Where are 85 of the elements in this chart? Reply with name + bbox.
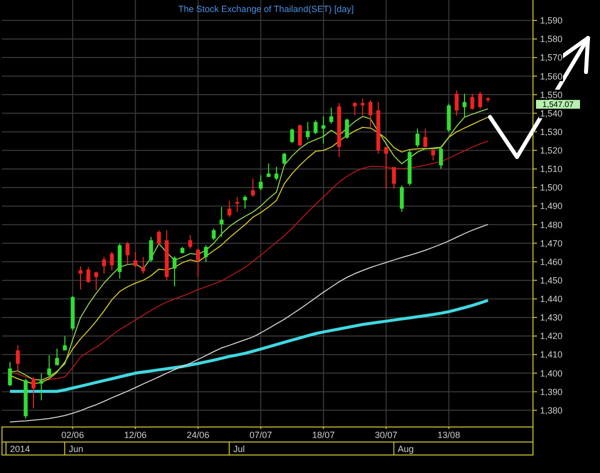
y-tick-label: 1,390	[540, 386, 563, 397]
candlestick	[156, 230, 161, 246]
line-series	[10, 224, 488, 422]
candlestick	[306, 121, 310, 140]
candlestick	[416, 128, 420, 148]
candlestick	[149, 236, 154, 262]
text: 1,547.07	[542, 100, 574, 110]
candlestick	[102, 256, 106, 274]
x-tick-label: 24/06	[186, 430, 210, 440]
candlestick	[204, 244, 208, 262]
y-tick-label: 1,540	[540, 108, 563, 118]
text: Aug	[398, 444, 414, 454]
candlestick	[431, 148, 436, 161]
candlestick	[282, 152, 286, 165]
candlestick	[86, 266, 90, 284]
y-tick-label: 1,510	[540, 164, 563, 174]
text: Jul	[233, 444, 245, 454]
candlestick	[454, 90, 459, 116]
y-tick-label: 1,470	[540, 238, 563, 248]
candlestick	[32, 376, 36, 409]
candlestick	[400, 184, 404, 213]
line-series	[8, 298, 490, 393]
candlestick	[16, 344, 20, 372]
x-tick-label: 18/07	[312, 430, 335, 440]
y-tick-label: 1,550	[540, 90, 563, 100]
x-tick-label: 12/06	[124, 430, 147, 440]
candlestick	[78, 266, 82, 290]
y-tick-label: 1,400	[540, 368, 563, 378]
candlestick	[212, 228, 216, 241]
candlestick	[55, 348, 59, 366]
candlestick	[274, 166, 278, 181]
candlestick	[250, 178, 255, 198]
candlestick	[470, 93, 474, 110]
y-tick-label: 1,560	[540, 71, 563, 82]
y-tick-label: 1,530	[540, 126, 563, 137]
candlestick	[196, 248, 200, 278]
candlestick	[368, 100, 372, 128]
candlestick	[352, 101, 357, 116]
y-tick-label: 1,380	[540, 405, 563, 416]
candlestick	[290, 128, 294, 144]
candlestick	[110, 251, 114, 271]
y-tick-label: 1,490	[540, 201, 563, 212]
x-tick-label: 07/07	[249, 430, 272, 440]
candlestick	[47, 354, 52, 378]
x-tick-label: 13/08	[438, 430, 460, 440]
candlestick	[392, 166, 396, 190]
candlestick	[266, 163, 271, 178]
candlestick	[344, 118, 349, 140]
y-tick-label: 1,580	[540, 34, 563, 44]
y-tick-label: 1,480	[540, 220, 563, 230]
candlestick	[62, 336, 67, 351]
candlestick	[133, 251, 138, 268]
candlestick	[314, 120, 318, 135]
x-tick-label: 30/07	[374, 430, 398, 440]
candlestick	[462, 93, 466, 118]
y-tick-label: 1,430	[540, 312, 563, 323]
candlestick	[126, 241, 130, 265]
y-tick-label: 1,450	[540, 275, 563, 286]
x-tick-label: 02/06	[61, 430, 84, 440]
candlestick	[478, 92, 482, 110]
candlestick	[8, 362, 12, 387]
candlestick	[360, 98, 365, 116]
y-tick-label: 1,420	[540, 331, 563, 342]
y-tick-label: 1,500	[540, 182, 563, 193]
y-tick-label: 1,440	[540, 294, 563, 304]
y-tick-label: 1,570	[540, 52, 563, 63]
candlestick	[384, 146, 388, 190]
candlestick	[298, 124, 302, 147]
y-tick-label: 1,520	[540, 146, 563, 156]
candlestick	[172, 256, 177, 287]
candlestick	[220, 206, 224, 238]
candlestick	[188, 234, 192, 250]
candlestick	[94, 271, 98, 291]
y-tick-label: 1,590	[540, 16, 563, 26]
text: 2014	[10, 444, 30, 454]
candlestick	[439, 146, 443, 170]
candlestick	[321, 116, 326, 144]
y-tick-label: 1,460	[540, 256, 563, 267]
candlestick	[227, 200, 232, 218]
y-tick-label: 1,410	[540, 350, 563, 360]
text: Jun	[68, 444, 84, 454]
chart-title: The Stock Exchange of Thailand(SET) [day]	[178, 4, 354, 14]
candlestick	[423, 128, 428, 148]
candlestick	[243, 194, 248, 210]
candlestick	[39, 373, 44, 401]
